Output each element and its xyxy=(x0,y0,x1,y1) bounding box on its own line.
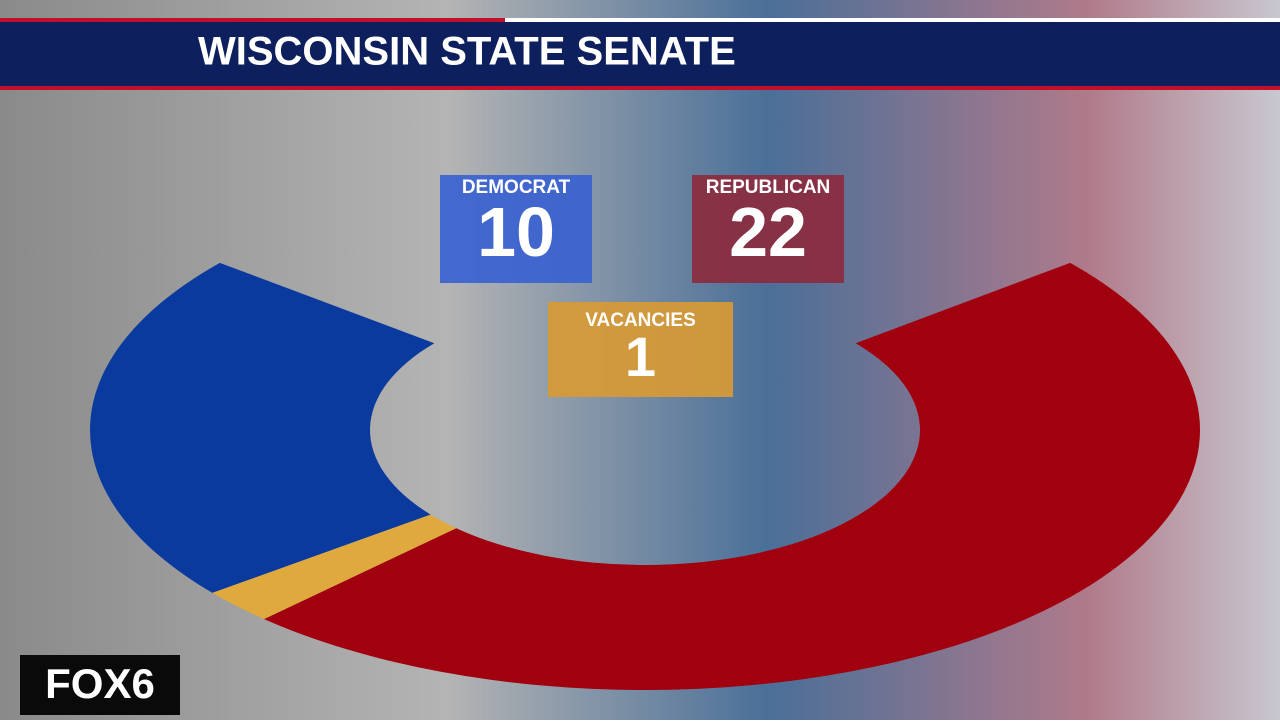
value-box xyxy=(692,175,844,283)
value-label: 1 xyxy=(625,325,656,388)
donut-segment xyxy=(212,514,457,620)
logo-box xyxy=(20,655,180,715)
donut-segment xyxy=(264,262,1200,690)
title-bar xyxy=(0,18,1280,90)
category-label: DEMOCRAT xyxy=(462,177,571,198)
category-label: REPUBLICAN xyxy=(706,177,831,198)
donut xyxy=(89,262,1200,690)
title-bar-accent xyxy=(0,86,1280,90)
logo: FOX6 xyxy=(45,660,155,707)
donut-segment xyxy=(89,262,435,593)
category-label: VACANCIES xyxy=(585,310,696,331)
value-box xyxy=(440,175,592,283)
chart-title: WISCONSIN STATE SENATE xyxy=(198,30,736,74)
title-bar-accent xyxy=(0,18,505,22)
value-label: 10 xyxy=(477,193,555,271)
title-bar-accent xyxy=(505,18,1280,22)
value-label: 22 xyxy=(729,193,807,271)
value-box xyxy=(548,302,733,397)
